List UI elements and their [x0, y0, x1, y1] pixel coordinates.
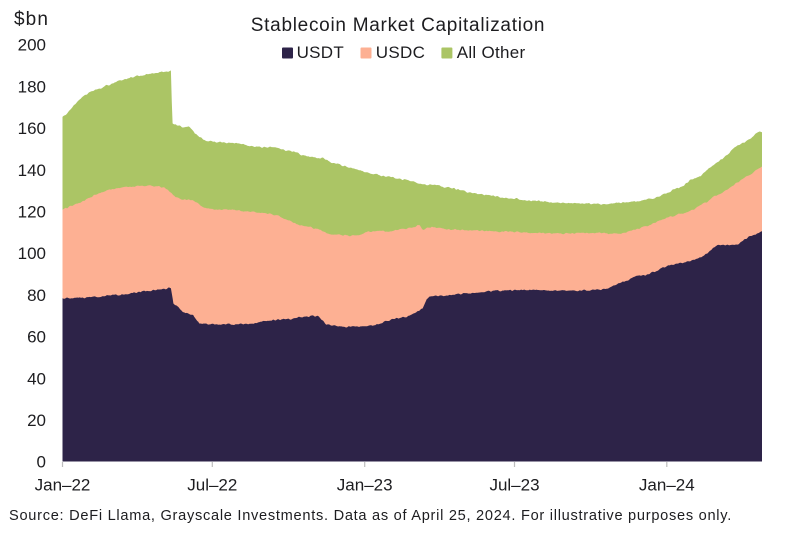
svg-text:20: 20 [27, 411, 46, 430]
svg-text:40: 40 [27, 369, 46, 388]
svg-text:Jul–22: Jul–22 [187, 476, 237, 495]
svg-text:160: 160 [18, 119, 46, 138]
svg-text:80: 80 [27, 286, 46, 305]
svg-text:USDT: USDT [297, 43, 344, 62]
svg-text:$bn: $bn [14, 9, 49, 30]
svg-text:Stablecoin Market Capitalizati: Stablecoin Market Capitalization [251, 15, 545, 36]
svg-text:Jan–23: Jan–23 [337, 476, 393, 495]
svg-text:All Other: All Other [457, 43, 526, 62]
svg-text:Jul–23: Jul–23 [489, 476, 539, 495]
svg-text:140: 140 [18, 161, 46, 180]
svg-text:100: 100 [18, 244, 46, 263]
svg-text:120: 120 [18, 203, 46, 222]
svg-text:60: 60 [27, 328, 46, 347]
svg-text:0: 0 [37, 453, 46, 472]
svg-text:Jan–22: Jan–22 [35, 476, 91, 495]
svg-text:USDC: USDC [376, 43, 425, 62]
svg-text:200: 200 [18, 36, 46, 55]
svg-text:Source: DeFi Llama, Grayscale: Source: DeFi Llama, Grayscale Investment… [9, 508, 732, 524]
svg-text:Jan–24: Jan–24 [639, 476, 695, 495]
svg-text:180: 180 [18, 77, 46, 96]
